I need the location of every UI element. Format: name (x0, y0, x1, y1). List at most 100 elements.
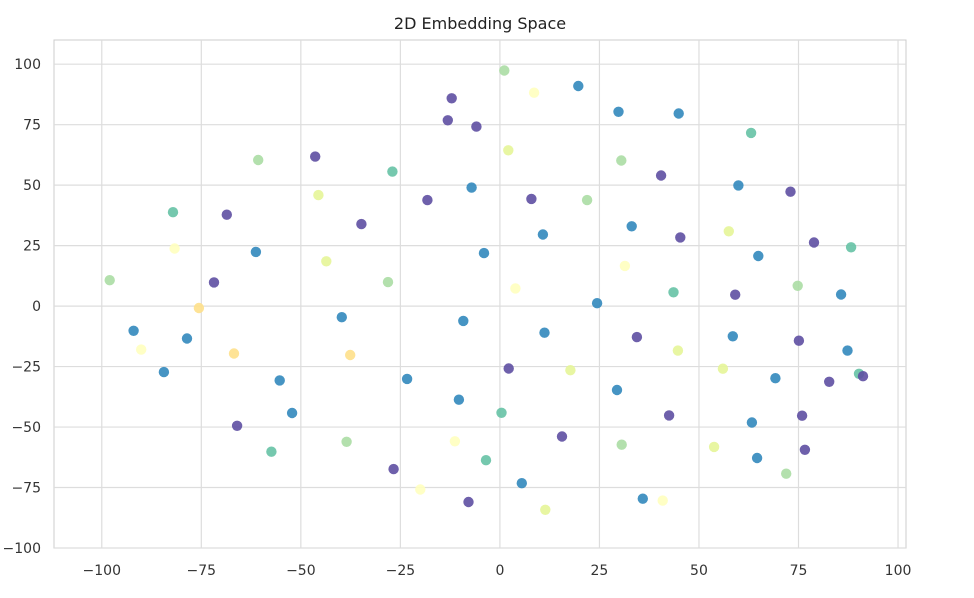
data-point (573, 80, 584, 92)
data-point (799, 444, 811, 455)
data-point (356, 218, 367, 230)
data-point (310, 151, 321, 162)
data-point (528, 87, 540, 98)
data-point (673, 108, 684, 119)
data-point (733, 180, 744, 191)
data-point (613, 106, 624, 118)
data-point (442, 115, 453, 126)
x-tick-label: −25 (386, 563, 416, 579)
data-point (274, 375, 285, 386)
data-point (675, 232, 686, 243)
data-point (253, 154, 264, 166)
x-axis-ticks: −100 −75 −50 −25 0 25 50 75 100 (83, 563, 912, 579)
data-point (453, 394, 465, 405)
data-point (401, 373, 413, 385)
data-point (539, 327, 550, 338)
x-tick-label: 50 (690, 563, 708, 579)
data-point (415, 484, 426, 495)
data-point (663, 410, 675, 421)
x-tick-label: 25 (591, 563, 609, 579)
y-tick-label: 25 (23, 239, 41, 255)
data-point (422, 194, 433, 206)
data-point (128, 325, 139, 336)
data-point (824, 376, 835, 387)
data-point (581, 194, 593, 206)
data-point (730, 289, 741, 300)
data-point (167, 207, 179, 218)
x-tick-label: 0 (495, 563, 504, 579)
data-point (619, 260, 631, 272)
data-point (336, 312, 347, 323)
data-point (169, 243, 180, 254)
data-point (345, 349, 356, 361)
data-point (781, 468, 792, 479)
data-point (321, 256, 332, 267)
data-point (556, 431, 568, 442)
data-point (655, 170, 667, 181)
data-point (449, 436, 461, 447)
data-point (458, 315, 469, 327)
data-point (193, 302, 205, 314)
y-axis-ticks: −100 −75 −50 −25 0 25 50 75 100 (3, 57, 41, 557)
data-point (313, 189, 324, 201)
data-point (796, 410, 808, 421)
y-tick-label: −50 (11, 420, 41, 436)
x-tick-label: 100 (885, 563, 912, 579)
data-point (266, 446, 277, 457)
data-point (250, 246, 262, 258)
data-point (792, 280, 803, 291)
data-point (496, 407, 507, 418)
data-point (463, 496, 474, 508)
data-point (845, 242, 857, 253)
y-tick-label: −75 (11, 481, 41, 497)
data-point (516, 478, 527, 489)
data-point (668, 287, 679, 298)
data-point (746, 417, 758, 428)
y-tick-label: 50 (23, 178, 41, 194)
data-point (672, 345, 684, 356)
y-tick-label: −25 (11, 360, 41, 376)
data-point (835, 289, 847, 300)
data-point (751, 452, 763, 464)
data-point (341, 436, 352, 447)
data-point (104, 275, 115, 286)
data-point (626, 221, 637, 232)
y-tick-label: 0 (32, 299, 41, 315)
data-point (717, 363, 729, 374)
data-point (446, 93, 457, 104)
x-tick-label: 75 (790, 563, 808, 579)
data-point (526, 193, 537, 205)
data-point (793, 335, 805, 346)
data-point (657, 495, 668, 506)
data-point (286, 407, 298, 419)
data-point (136, 344, 147, 355)
y-tick-label: 100 (14, 57, 41, 73)
x-tick-label: −75 (187, 563, 217, 579)
chart-title: 2D Embedding Space (394, 14, 566, 33)
data-point (228, 348, 240, 359)
data-point (745, 127, 757, 139)
data-point (181, 333, 193, 344)
plot-area (53, 39, 907, 549)
data-point (510, 283, 521, 294)
data-point (499, 65, 510, 76)
data-point (770, 373, 781, 384)
data-point (631, 331, 643, 343)
data-point (537, 229, 549, 240)
data-point (382, 276, 394, 288)
data-point (221, 209, 232, 220)
data-point (208, 277, 220, 288)
data-point (480, 455, 492, 466)
data-point (466, 182, 477, 193)
data-point (857, 371, 869, 382)
data-points (104, 65, 869, 515)
data-point (540, 504, 551, 515)
data-point (388, 463, 399, 475)
x-tick-label: −50 (286, 563, 316, 579)
data-point (727, 331, 738, 342)
data-point (616, 439, 627, 450)
data-point (591, 298, 603, 309)
data-point (785, 186, 796, 197)
data-point (503, 145, 514, 156)
